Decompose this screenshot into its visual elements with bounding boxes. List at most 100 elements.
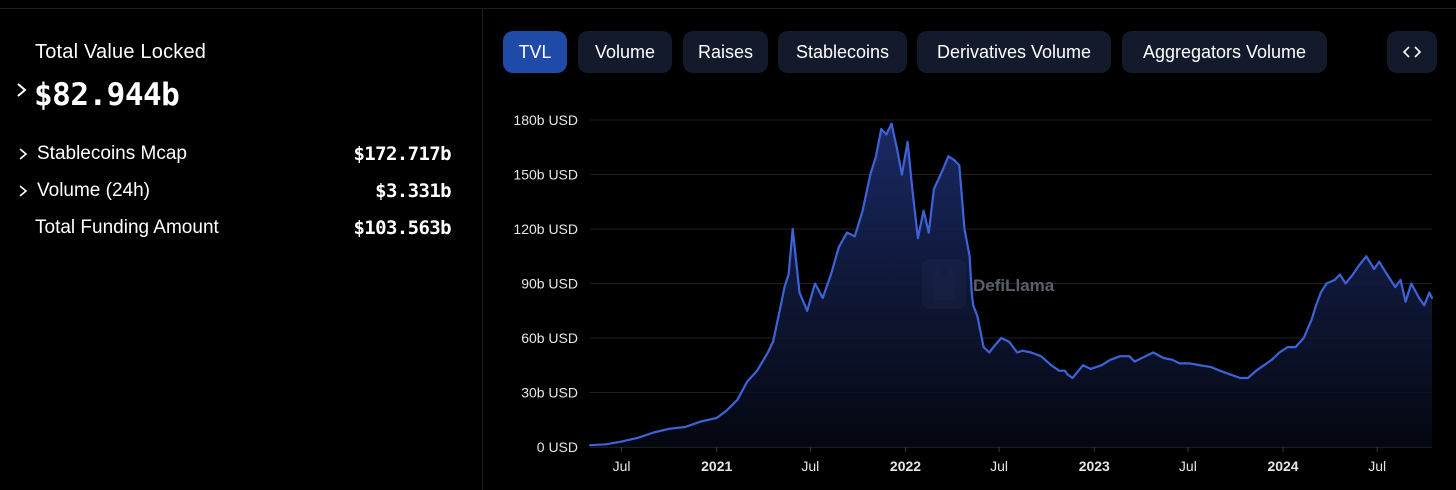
data-point (668, 427, 671, 430)
data-point (1016, 351, 1019, 354)
tab-stablecoins[interactable]: Stablecoins (778, 31, 907, 73)
stat-label: Stablecoins Mcap (37, 143, 187, 164)
llama-silhouette (934, 266, 954, 300)
data-point (1410, 282, 1413, 285)
data-point (906, 140, 909, 143)
data-point (779, 304, 782, 307)
data-point (880, 128, 883, 131)
tvl-area (590, 123, 1432, 447)
data-point (1178, 362, 1181, 365)
data-point (1358, 264, 1361, 267)
data-point (1100, 364, 1103, 367)
stat-row-stablecoins-mcap[interactable]: Stablecoins Mcap $172.717b (0, 139, 470, 169)
data-point (1351, 273, 1354, 276)
data-point (1431, 297, 1433, 299)
data-point (988, 351, 991, 354)
data-point (869, 173, 872, 176)
data-point (916, 237, 919, 240)
data-point (1007, 340, 1010, 343)
stat-label: Total Funding Amount (35, 217, 219, 238)
data-point (1373, 268, 1376, 270)
data-point (970, 291, 973, 294)
tvl-label: Total Value Locked (35, 41, 207, 63)
data-point (1218, 369, 1221, 372)
data-point (699, 420, 702, 423)
data-point (932, 188, 935, 190)
data-point (1315, 304, 1318, 307)
data-point (1404, 300, 1407, 303)
stat-row-volume-24h[interactable]: Volume (24h) $3.331b (0, 176, 470, 206)
data-point (895, 146, 898, 149)
data-point (715, 416, 718, 419)
data-point (1325, 282, 1328, 285)
top-border (0, 8, 1456, 9)
data-point (963, 228, 966, 230)
data-point (1386, 273, 1388, 276)
tab-volume[interactable]: Volume (578, 31, 672, 73)
data-point (1319, 291, 1322, 294)
data-point (1021, 349, 1024, 352)
tab-aggregators-volume[interactable]: Aggregators Volume (1122, 31, 1327, 73)
data-point (1365, 255, 1368, 258)
data-point (1333, 278, 1336, 281)
data-point (1119, 355, 1122, 358)
data-point (1278, 351, 1281, 354)
tab-tvl[interactable]: TVL (503, 31, 567, 73)
data-point (1294, 346, 1297, 349)
y-tick-label: 90b USD (521, 276, 578, 292)
tvl-expand-chevron-icon[interactable] (14, 80, 30, 100)
data-point (1128, 355, 1131, 358)
data-point (1262, 364, 1265, 367)
data-point (1228, 373, 1231, 376)
watermark-text: DefiLlama (973, 276, 1055, 295)
data-point (1109, 358, 1112, 361)
data-point (766, 351, 769, 354)
data-point (1423, 304, 1426, 307)
data-point (1418, 297, 1421, 299)
data-point (787, 273, 790, 276)
x-tick-label: 2023 (1079, 458, 1110, 474)
stat-value: $172.717b (353, 143, 451, 165)
data-point (830, 273, 832, 276)
data-point (772, 340, 775, 343)
data-point (652, 431, 655, 434)
data-point (1246, 377, 1249, 379)
data-point (806, 309, 809, 312)
data-point (1162, 357, 1165, 359)
data-point (1144, 355, 1147, 358)
y-tick-label: 180b USD (513, 112, 578, 128)
embed-button[interactable] (1387, 31, 1437, 73)
data-point (1239, 377, 1242, 379)
x-tick-label: Jul (1368, 458, 1386, 474)
data-point (947, 155, 950, 158)
y-axis-ticks: 0 USD 30b USD 60b USD 90b USD 120b USD 150b U… (513, 112, 578, 455)
data-point (756, 369, 759, 372)
data-point (992, 346, 995, 349)
tab-derivatives-volume[interactable]: Derivatives Volume (917, 31, 1111, 73)
data-point (1255, 369, 1258, 372)
data-point (783, 286, 786, 289)
data-point (1040, 355, 1042, 358)
stat-label: Volume (24h) (37, 180, 151, 201)
data-point (1210, 366, 1213, 369)
data-point (939, 173, 942, 176)
x-tick-label: Jul (1179, 458, 1197, 474)
stat-row-total-funding: Total Funding Amount $103.563b (0, 213, 470, 243)
y-tick-label: 150b USD (513, 167, 578, 183)
data-point (1050, 364, 1053, 367)
tab-raises[interactable]: Raises (683, 31, 768, 73)
data-point (890, 122, 893, 125)
data-point (861, 209, 864, 212)
data-point (853, 235, 856, 238)
x-tick-label: 2022 (890, 458, 921, 474)
area-fill (590, 123, 1432, 447)
data-point (1399, 278, 1402, 281)
data-point (1071, 377, 1074, 379)
watermark: DefiLlama (922, 259, 1055, 309)
data-point (1338, 273, 1341, 276)
data-point (911, 191, 914, 194)
chevron-right-icon (19, 148, 28, 160)
data-point (1310, 318, 1313, 321)
